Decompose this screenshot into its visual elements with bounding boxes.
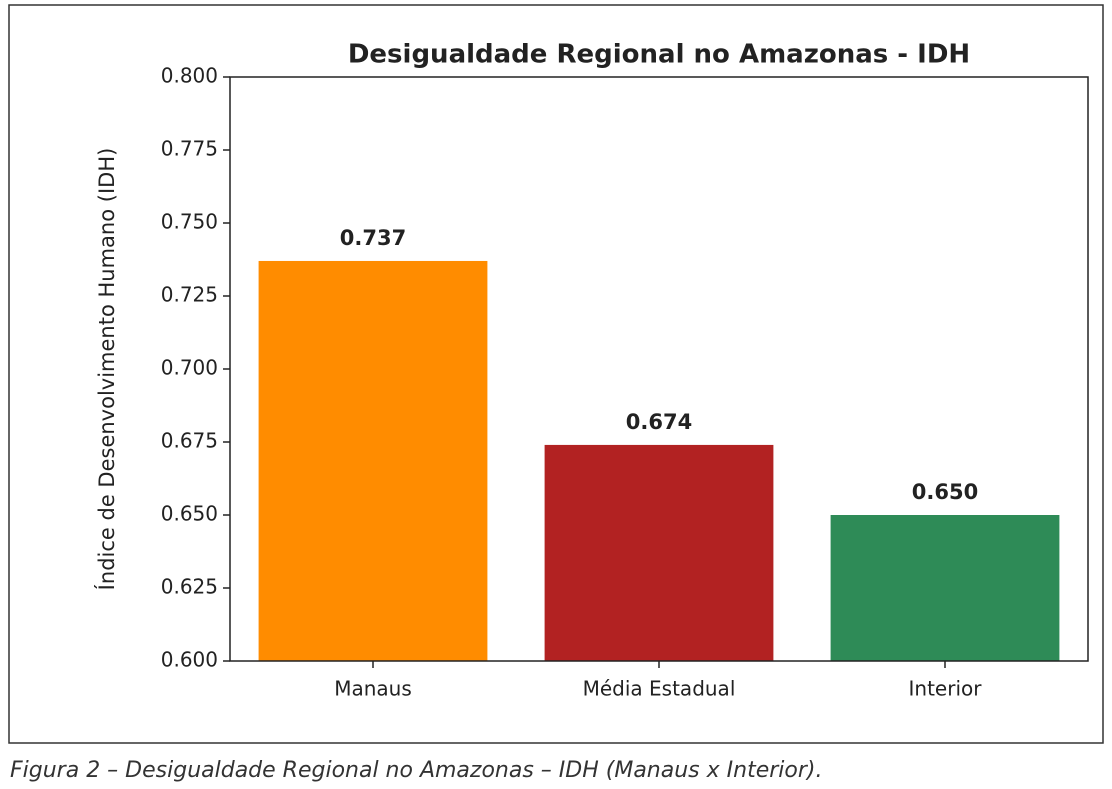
plot-frame (229, 76, 1089, 662)
y-tick-label: 0.675 (161, 429, 218, 453)
y-tick-label: 0.650 (161, 502, 218, 526)
x-tick-label: Manaus (334, 677, 412, 701)
bar (830, 515, 1060, 661)
y-tick-label: 0.775 (161, 137, 218, 161)
y-tick-label: 0.750 (161, 210, 218, 234)
y-tick-label: 0.600 (161, 648, 218, 672)
x-tick-label: Interior (909, 677, 983, 701)
bar (258, 260, 488, 661)
y-tick-label: 0.725 (161, 283, 218, 307)
bar (544, 444, 774, 661)
y-tick-label: 0.700 (161, 356, 218, 380)
x-tick-label: Média Estadual (583, 677, 736, 701)
value-label: 0.737 (340, 226, 406, 250)
caption: Figura 2 – Desigualdade Regional no Amaz… (10, 758, 823, 783)
chart-title: Desigualdade Regional no Amazonas - IDH (348, 40, 970, 70)
frame (8, 4, 1104, 744)
value-label: 0.674 (626, 410, 692, 434)
value-label: 0.650 (912, 480, 978, 504)
y-tick-label: 0.625 (161, 575, 218, 599)
y-axis-label: Índice de Desenvolvimento Humano (IDH) (94, 148, 119, 591)
y-tick-label: 0.800 (161, 64, 218, 88)
